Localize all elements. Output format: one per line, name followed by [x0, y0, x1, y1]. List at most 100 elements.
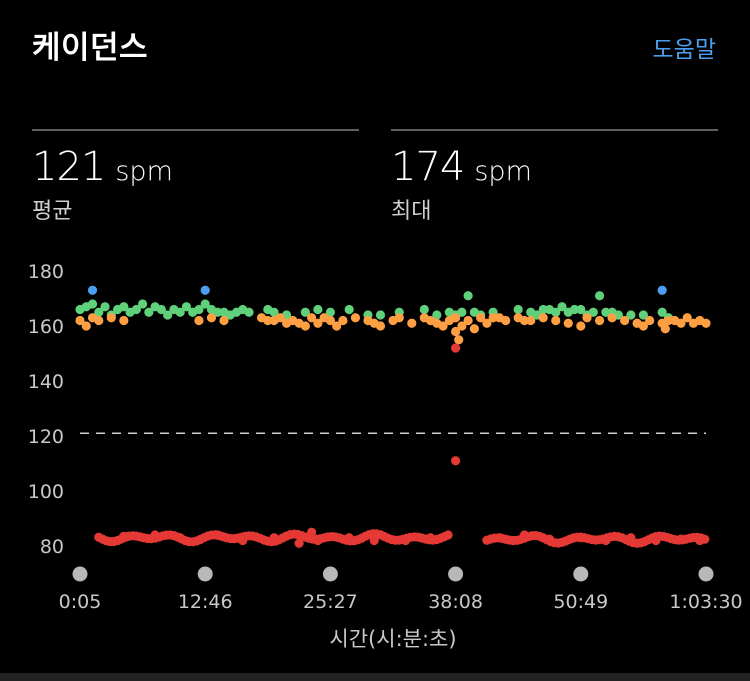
red-point	[294, 538, 304, 548]
green-point	[244, 307, 254, 317]
x-axis: 0:05 12:46 25:27 38:08 50:49 1:03:30	[59, 566, 743, 613]
orange-point	[594, 315, 605, 326]
orange-point	[538, 313, 548, 323]
orange-point	[526, 315, 536, 326]
avg-cadence-number: 121	[32, 144, 106, 190]
orange-point	[375, 321, 386, 331]
orange-point	[350, 313, 361, 323]
orange-point	[119, 315, 129, 326]
blue-point	[200, 285, 210, 295]
y-tick-label: 180	[28, 261, 64, 283]
orange-point	[457, 321, 467, 331]
max-cadence-label: 최대	[391, 199, 432, 224]
green-point	[163, 310, 173, 320]
x-tick-label: 12:46	[178, 591, 233, 613]
green-point	[463, 291, 473, 301]
x-tick-label: 1:03:30	[669, 591, 742, 613]
orange-point	[582, 313, 592, 323]
orange-point	[194, 315, 204, 326]
green-point	[100, 302, 110, 312]
green-point	[557, 302, 567, 312]
green-point	[576, 304, 586, 315]
orange-point	[682, 313, 692, 323]
green-point	[457, 307, 467, 317]
avg-cadence-value: 121 spm	[32, 144, 173, 190]
green-point	[131, 304, 141, 315]
max-cadence-unit: spm	[474, 156, 532, 187]
data-points	[75, 285, 711, 548]
orange-point	[454, 335, 464, 345]
green-point	[138, 299, 148, 309]
avg-cadence-unit: spm	[115, 156, 173, 187]
green-point	[194, 304, 204, 315]
orange-point	[451, 313, 461, 323]
orange-point	[607, 313, 617, 323]
blue-point	[657, 285, 667, 295]
green-point	[119, 302, 129, 312]
page-title: 케이던스	[32, 30, 149, 66]
y-axis-ticks: 80 100 120 140 160 180	[28, 261, 64, 558]
orange-point	[338, 315, 348, 326]
green-point	[269, 307, 279, 317]
green-point	[638, 310, 649, 320]
y-tick-label: 100	[28, 481, 64, 503]
max-cadence-value: 174 spm	[391, 144, 532, 190]
x-axis-knob	[448, 566, 464, 582]
orange-point	[469, 324, 479, 334]
x-tick-label: 0:05	[59, 591, 102, 613]
x-tick-label: 25:27	[303, 591, 358, 613]
orange-point	[563, 318, 573, 328]
green-point	[156, 304, 166, 315]
orange-point	[206, 313, 217, 323]
orange-point	[325, 315, 335, 326]
orange-point	[482, 318, 492, 328]
x-axis-knob	[573, 566, 589, 582]
green-point	[626, 310, 636, 320]
orange-point	[407, 318, 417, 328]
x-axis-knob	[72, 566, 88, 582]
orange-point	[75, 315, 85, 326]
green-point	[313, 304, 323, 315]
x-axis-label: 시간(시:분:초)	[329, 627, 456, 651]
orange-point	[219, 315, 229, 326]
orange-point	[638, 321, 649, 331]
green-point	[300, 307, 310, 317]
x-axis-knob	[698, 566, 714, 582]
orange-point	[645, 315, 655, 326]
x-tick-label: 38:08	[428, 591, 483, 613]
green-point	[432, 310, 442, 320]
orange-point	[438, 321, 448, 331]
green-point	[94, 307, 104, 317]
x-tick-label: 50:49	[553, 591, 608, 613]
orange-point	[476, 313, 486, 323]
orange-point	[94, 315, 104, 326]
orange-point	[313, 318, 323, 328]
green-point	[375, 310, 386, 320]
green-point	[657, 307, 667, 317]
y-tick-label: 160	[28, 316, 64, 338]
orange-point	[501, 315, 511, 326]
orange-point	[81, 321, 91, 331]
x-axis-knob	[322, 566, 338, 582]
orange-point	[551, 315, 561, 326]
orange-point	[300, 321, 310, 331]
help-link[interactable]: 도움말	[652, 37, 716, 63]
orange-point	[106, 313, 116, 323]
y-tick-label: 140	[28, 371, 64, 393]
green-point	[513, 304, 523, 315]
orange-point	[307, 313, 317, 323]
x-axis-knob	[197, 566, 213, 582]
orange-point	[275, 313, 285, 323]
orange-point	[576, 321, 586, 331]
green-point	[87, 299, 98, 309]
green-point	[175, 307, 185, 317]
green-point	[325, 307, 335, 317]
orange-point	[676, 318, 686, 328]
red-point	[443, 530, 453, 540]
green-point	[181, 302, 192, 312]
bottom-edge	[0, 673, 750, 681]
orange-point	[332, 321, 342, 331]
orange-point	[463, 315, 473, 326]
green-point	[551, 307, 561, 317]
